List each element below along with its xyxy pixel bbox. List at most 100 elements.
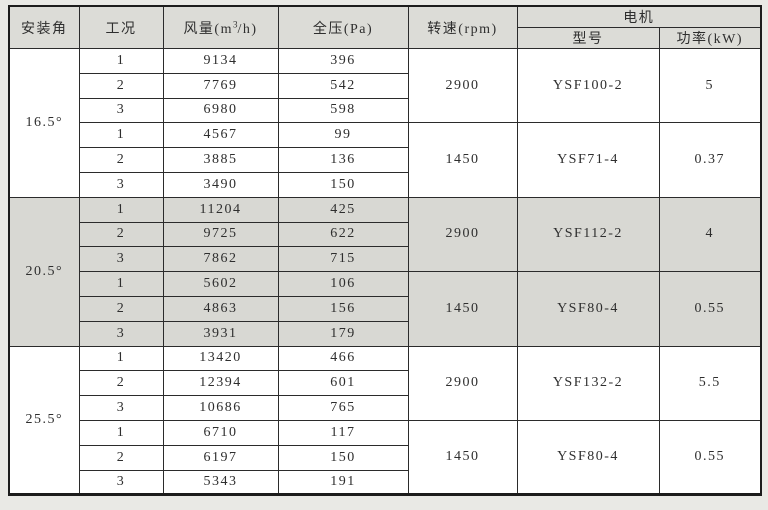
cell-power: 0.55 bbox=[658, 419, 762, 496]
header-row-1: 安装角 工况 风量(m3/h) 全压(Pa) 转速(rpm) 电机 bbox=[8, 5, 762, 49]
header-airflow-suffix: /h) bbox=[237, 21, 258, 37]
table-row: 25.5° 1 13420 466 2900 YSF132-2 5.5 bbox=[8, 345, 762, 496]
table-row: 16.5° 1 9134 396 2900 YSF100-2 5 bbox=[8, 47, 762, 198]
cell-condition: 2 bbox=[78, 147, 164, 173]
table-row: 1 5602 106 1450 YSF80-4 0.55 bbox=[9, 271, 762, 347]
cell-power: 5 bbox=[658, 47, 762, 124]
table-row: 1 4567 99 1450 YSF71-4 0.37 bbox=[9, 122, 762, 198]
cell-airflow: 5343 bbox=[162, 469, 279, 496]
header-model: 型号 bbox=[516, 27, 660, 49]
cell-model: YSF100-2 bbox=[516, 47, 660, 124]
cell-condition: 2 bbox=[78, 72, 164, 99]
cell-condition: 1 bbox=[78, 345, 164, 372]
cell-speed: 1450 bbox=[407, 271, 518, 347]
cell-pressure: 191 bbox=[277, 469, 409, 496]
cell-pressure: 622 bbox=[277, 221, 409, 248]
cell-condition: 1 bbox=[78, 48, 164, 74]
cell-airflow: 6980 bbox=[162, 97, 279, 124]
cell-airflow: 3490 bbox=[162, 171, 279, 198]
cell-angle: 25.5° bbox=[8, 345, 80, 496]
cell-pressure: 150 bbox=[277, 171, 409, 198]
header-power: 功率(kW) bbox=[658, 27, 762, 49]
cell-condition: 2 bbox=[78, 370, 164, 397]
cell-power: 0.37 bbox=[658, 122, 762, 198]
cell-model: YSF132-2 bbox=[516, 345, 660, 421]
header-airflow-prefix: 风量(m bbox=[183, 21, 233, 37]
cell-model: YSF112-2 bbox=[516, 196, 660, 273]
cell-model: YSF80-4 bbox=[516, 419, 660, 496]
cell-pressure: 715 bbox=[277, 246, 409, 273]
cell-airflow: 4863 bbox=[162, 295, 279, 322]
cell-pressure: 117 bbox=[277, 419, 409, 446]
cell-speed: 2900 bbox=[407, 196, 518, 273]
cell-airflow: 13420 bbox=[162, 345, 279, 372]
cell-airflow: 10686 bbox=[162, 395, 279, 421]
header-pressure: 全压(Pa) bbox=[277, 5, 409, 49]
cell-power: 4 bbox=[658, 196, 762, 273]
cell-airflow: 6710 bbox=[162, 419, 279, 446]
cell-condition: 1 bbox=[78, 271, 164, 297]
header-row-2: 型号 功率(kW) bbox=[9, 27, 762, 49]
cell-airflow: 12394 bbox=[162, 370, 279, 397]
cell-condition: 3 bbox=[78, 320, 164, 347]
cell-pressure: 136 bbox=[277, 147, 409, 173]
cell-condition: 1 bbox=[78, 196, 164, 223]
table-row: 3 10686 765 bbox=[9, 395, 761, 421]
cell-airflow: 9134 bbox=[162, 48, 279, 74]
header-condition: 工况 bbox=[78, 5, 164, 49]
cell-condition: 2 bbox=[78, 221, 164, 248]
cell-pressure: 601 bbox=[277, 370, 409, 397]
cell-airflow: 7769 bbox=[162, 72, 279, 99]
cell-model: YSF71-4 bbox=[516, 122, 660, 198]
cell-power: 0.55 bbox=[658, 271, 762, 347]
cell-pressure: 425 bbox=[277, 196, 409, 223]
cell-condition: 1 bbox=[78, 419, 164, 446]
cell-pressure: 765 bbox=[277, 395, 409, 421]
cell-angle: 16.5° bbox=[8, 48, 80, 198]
cell-airflow: 11204 bbox=[162, 196, 279, 223]
table-row: 2 4863 156 bbox=[9, 295, 761, 322]
header-airflow-sup: 3 bbox=[233, 18, 238, 29]
cell-model: YSF80-4 bbox=[516, 271, 660, 347]
cell-condition: 2 bbox=[78, 444, 164, 471]
cell-pressure: 150 bbox=[277, 444, 409, 471]
cell-speed: 1450 bbox=[407, 419, 518, 496]
cell-condition: 3 bbox=[78, 171, 164, 198]
cell-condition: 2 bbox=[78, 295, 164, 322]
cell-pressure: 542 bbox=[277, 72, 409, 99]
cell-airflow: 5602 bbox=[162, 271, 279, 297]
cell-pressure: 598 bbox=[277, 97, 409, 124]
cell-pressure: 156 bbox=[277, 295, 409, 322]
cell-airflow: 7862 bbox=[162, 246, 279, 273]
table-row: 3 3931 179 bbox=[9, 320, 761, 347]
cell-condition: 3 bbox=[78, 97, 164, 124]
cell-pressure: 179 bbox=[277, 320, 409, 347]
table-row: 3 7862 715 bbox=[9, 246, 761, 273]
cell-airflow: 6197 bbox=[162, 444, 279, 471]
header-angle: 安装角 bbox=[8, 5, 80, 49]
cell-condition: 3 bbox=[78, 395, 164, 421]
cell-condition: 3 bbox=[78, 469, 164, 496]
cell-speed: 2900 bbox=[407, 47, 518, 124]
table-row: 20.5° 1 11204 425 2900 YSF112-2 4 bbox=[8, 196, 762, 347]
header-speed: 转速(rpm) bbox=[407, 5, 518, 49]
cell-airflow: 9725 bbox=[162, 221, 279, 248]
cell-pressure: 99 bbox=[277, 122, 409, 149]
cell-pressure: 396 bbox=[277, 48, 409, 74]
cell-condition: 3 bbox=[78, 246, 164, 273]
cell-speed: 2900 bbox=[407, 345, 518, 421]
cell-condition: 1 bbox=[78, 122, 164, 149]
table-row: 2 12394 601 bbox=[9, 370, 761, 397]
cell-airflow: 3885 bbox=[162, 147, 279, 173]
cell-angle: 20.5° bbox=[8, 196, 80, 347]
cell-pressure: 106 bbox=[277, 271, 409, 297]
table-row: 1 6710 117 1450 YSF80-4 0.55 bbox=[9, 419, 762, 496]
header-airflow: 风量(m3/h) bbox=[162, 5, 279, 49]
cell-airflow: 4567 bbox=[162, 122, 279, 149]
cell-pressure: 466 bbox=[277, 345, 409, 372]
cell-airflow: 3931 bbox=[162, 320, 279, 347]
table-row: 3 5343 191 bbox=[9, 469, 761, 496]
header-motor: 电机 bbox=[516, 5, 762, 28]
cell-speed: 1450 bbox=[407, 122, 518, 198]
fan-spec-table: 安装角 工况 风量(m3/h) 全压(Pa) 转速(rpm) 电机 型号 功率(… bbox=[8, 5, 762, 497]
